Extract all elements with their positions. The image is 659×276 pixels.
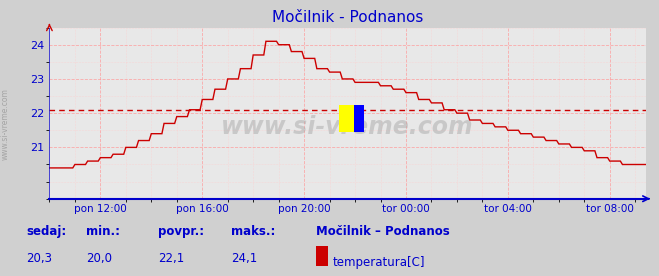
Text: 24,1: 24,1	[231, 252, 257, 265]
Text: Močilnik – Podnanos: Močilnik – Podnanos	[316, 225, 450, 238]
Title: Močilnik - Podnanos: Močilnik - Podnanos	[272, 10, 423, 25]
Text: 20,3: 20,3	[26, 252, 52, 265]
Text: www.si-vreme.com: www.si-vreme.com	[1, 88, 10, 160]
Text: www.si-vreme.com: www.si-vreme.com	[221, 115, 474, 139]
Text: maks.:: maks.:	[231, 225, 275, 238]
Text: min.:: min.:	[86, 225, 120, 238]
Text: 22,1: 22,1	[158, 252, 185, 265]
Text: temperatura[C]: temperatura[C]	[333, 256, 425, 269]
Text: 20,0: 20,0	[86, 252, 111, 265]
Text: povpr.:: povpr.:	[158, 225, 204, 238]
Text: sedaj:: sedaj:	[26, 225, 67, 238]
